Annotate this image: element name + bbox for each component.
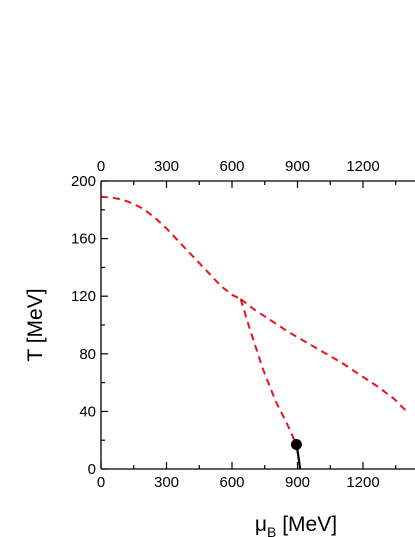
y-tick-label: 0	[88, 461, 96, 478]
x-axis-title-sub: B	[267, 524, 276, 537]
tick-labels-layer: 0030030060060090090012001200110408012016…	[71, 158, 380, 491]
x-tick-label: 900	[285, 474, 310, 491]
dashed-phase-line-1	[239, 298, 298, 445]
axes-layer	[100, 180, 415, 470]
y-tick-label: 120	[71, 288, 96, 305]
critical-point-marker	[290, 439, 302, 451]
x-axis-title: μB [MeV]	[255, 513, 337, 537]
ticks-layer	[100, 180, 397, 470]
x-top-tick-label: 600	[219, 158, 244, 175]
dashed-phase-line-0	[100, 195, 242, 300]
y-tick-label: 160	[71, 231, 96, 248]
x-top-tick-label: 1200	[346, 158, 379, 175]
x-top-tick-label: 0	[97, 158, 105, 175]
y-tick-label: 200	[71, 173, 96, 190]
x-axis-title-main: μ	[255, 513, 267, 536]
series-layer	[100, 195, 408, 470]
x-axis-title-units: [MeV]	[276, 513, 337, 536]
dashed-phase-line-2	[240, 298, 408, 413]
x-tick-label: 1200	[346, 474, 379, 491]
x-tick-label: 300	[154, 474, 179, 491]
x-tick-label: 0	[97, 474, 105, 491]
y-axis-title: T [MeV]	[24, 288, 47, 361]
x-tick-label: 600	[219, 474, 244, 491]
x-top-tick-label: 900	[285, 158, 310, 175]
y-tick-label: 80	[79, 346, 96, 363]
y-tick-label: 40	[79, 403, 96, 420]
x-top-tick-label: 300	[154, 158, 179, 175]
